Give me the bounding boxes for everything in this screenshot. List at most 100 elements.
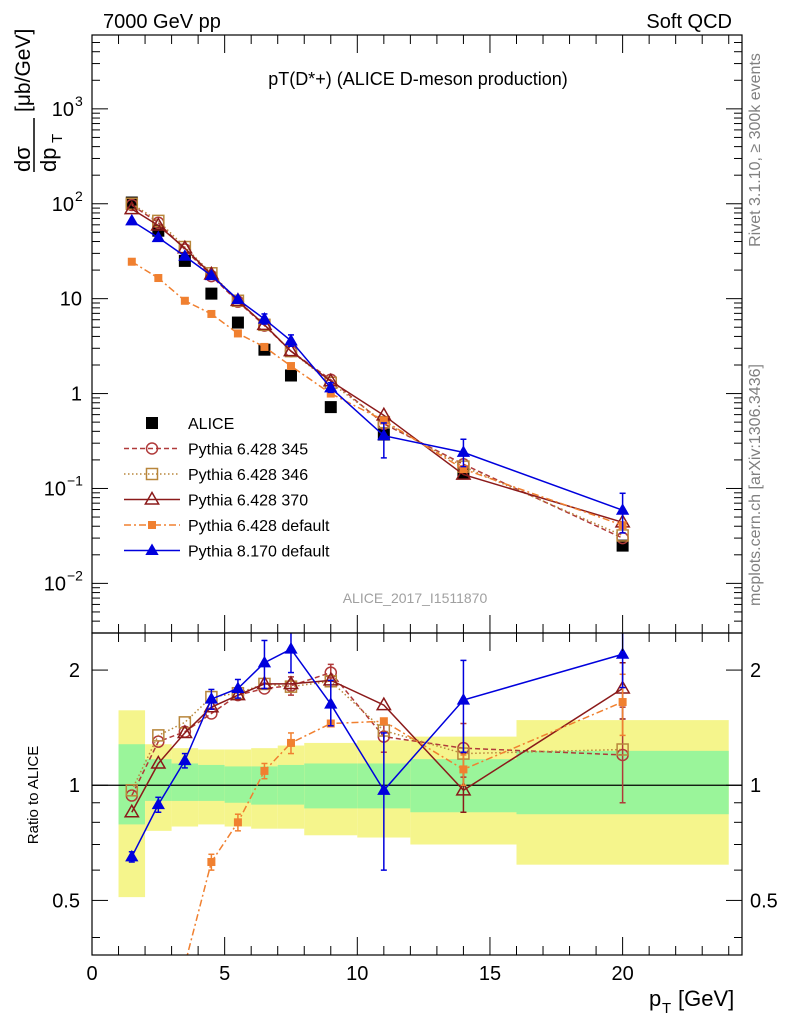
data-point bbox=[229, 686, 246, 701]
data-point bbox=[379, 717, 388, 726]
data-point bbox=[284, 369, 297, 382]
series-line bbox=[131, 203, 623, 537]
side-text-bottom: mcplots.cern.ch [arXiv:1306.3436] bbox=[747, 364, 764, 606]
xlabel: p T [GeV] bbox=[649, 986, 734, 1017]
legend: ALICE Pythia 6.428 345 Pythia 6.428 346 Pyt… bbox=[124, 416, 330, 561]
data-point bbox=[459, 765, 468, 774]
ratio-ylabel: Ratio to ALICE bbox=[25, 746, 42, 844]
data-point bbox=[260, 342, 269, 351]
legend-entry: Pythia 6.428 346 bbox=[124, 467, 308, 484]
data-point bbox=[284, 642, 298, 654]
ratio-y-tick-label: 1 bbox=[69, 775, 80, 797]
data-point bbox=[207, 309, 216, 318]
data-point bbox=[176, 724, 193, 739]
y-tick-label: 10 bbox=[44, 573, 66, 595]
data-point bbox=[379, 416, 388, 425]
data-point bbox=[231, 681, 245, 694]
data-point bbox=[375, 696, 392, 711]
ratio-uncertainty-bands bbox=[92, 710, 742, 898]
data-point bbox=[233, 329, 242, 338]
data-point bbox=[456, 445, 471, 457]
data-point bbox=[286, 362, 295, 371]
data-point bbox=[125, 213, 139, 226]
svg-text:dp: dp bbox=[36, 148, 61, 172]
band-inner bbox=[304, 763, 358, 809]
ratio-y-tick-label: 0.5 bbox=[750, 890, 778, 912]
ratio-series-layer bbox=[123, 633, 631, 968]
data-point bbox=[283, 342, 299, 357]
data-point bbox=[178, 716, 192, 729]
y-tick-label: 10 bbox=[52, 99, 74, 121]
y-tick-label-exp: 3 bbox=[75, 93, 83, 109]
svg-text:T: T bbox=[49, 134, 66, 143]
data-point bbox=[150, 754, 167, 769]
data-point bbox=[152, 729, 165, 742]
legend-label: Pythia 8.170 default bbox=[188, 544, 330, 561]
legend-label: Pythia 6.428 345 bbox=[188, 442, 308, 459]
data-point bbox=[178, 753, 192, 766]
x-tick-label: 5 bbox=[219, 963, 230, 985]
x-tick-label: 0 bbox=[86, 963, 97, 985]
data-point bbox=[233, 818, 242, 827]
legend-entry: Pythia 8.170 default bbox=[124, 543, 330, 561]
legend-entry: Pythia 6.428 345 bbox=[124, 442, 308, 459]
data-point bbox=[125, 849, 139, 862]
data-point bbox=[144, 490, 160, 505]
y-tick-label: 10 bbox=[60, 289, 82, 311]
svg-text:[μb/GeV]: [μb/GeV] bbox=[12, 29, 35, 112]
data-point bbox=[286, 738, 295, 747]
data-point bbox=[283, 675, 299, 690]
data-point bbox=[178, 249, 192, 261]
data-point bbox=[615, 647, 630, 659]
legend-entry: Pythia 6.428 default bbox=[124, 518, 330, 535]
data-point bbox=[284, 333, 298, 346]
ratio-y-tick-label: 1 bbox=[750, 775, 761, 797]
data-point bbox=[145, 467, 159, 481]
x-tick-label: 15 bbox=[479, 963, 501, 985]
ratio-frame bbox=[91, 632, 743, 956]
ratio-y-tick-label: 0.5 bbox=[52, 890, 80, 912]
plot-title: pT(D*+) (ALICE D-meson production) bbox=[268, 69, 568, 89]
data-point bbox=[455, 466, 472, 480]
legend-entry: ALICE bbox=[146, 416, 234, 433]
y-tick-label-exp: −1 bbox=[67, 472, 83, 488]
ratio-y-tick-label: 2 bbox=[69, 660, 80, 682]
data-point bbox=[324, 380, 338, 393]
data-point bbox=[151, 230, 165, 243]
series-line bbox=[131, 680, 623, 791]
series-pythia-6-428-346 bbox=[125, 197, 629, 542]
legend-label: Pythia 6.428 370 bbox=[188, 493, 308, 510]
legend-label: ALICE bbox=[188, 416, 234, 433]
data-point bbox=[181, 960, 189, 968]
data-point bbox=[148, 521, 156, 529]
y-tick-label: 10 bbox=[44, 478, 66, 500]
header-right: Soft QCD bbox=[646, 11, 732, 33]
data-point bbox=[326, 389, 335, 398]
data-point bbox=[231, 292, 245, 305]
data-point bbox=[257, 655, 272, 668]
main-ylabel: dσ dp T [μb/GeV] bbox=[10, 29, 66, 172]
svg-text:dσ: dσ bbox=[10, 146, 35, 172]
data-point bbox=[456, 693, 471, 705]
data-point bbox=[377, 428, 391, 441]
ratio-y-tick-label: 2 bbox=[750, 660, 761, 682]
data-point bbox=[324, 401, 337, 414]
legend-label: Pythia 6.428 default bbox=[188, 518, 330, 535]
data-point bbox=[377, 783, 391, 795]
y-tick-label-exp: 2 bbox=[75, 188, 83, 204]
data-point bbox=[324, 666, 338, 679]
data-point bbox=[256, 316, 273, 331]
data-point bbox=[125, 784, 139, 797]
x-tick-label: 10 bbox=[346, 963, 368, 985]
data-point bbox=[123, 200, 140, 215]
series-pythia-8-170-default bbox=[125, 633, 630, 871]
band-inner bbox=[198, 764, 225, 801]
data-point bbox=[145, 442, 159, 455]
side-text-top: Rivet 3.1.10, ≥ 300k events bbox=[747, 53, 764, 247]
y-tick-label: 10 bbox=[52, 194, 74, 216]
svg-text:T: T bbox=[662, 1000, 671, 1017]
data-point bbox=[455, 781, 472, 796]
data-point bbox=[204, 268, 219, 281]
band-inner bbox=[224, 766, 252, 803]
